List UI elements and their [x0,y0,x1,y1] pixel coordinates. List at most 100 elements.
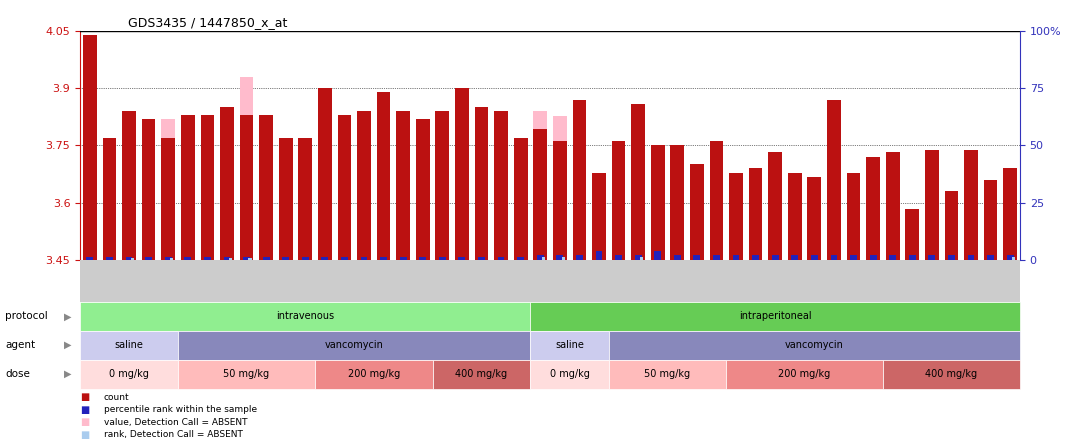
Bar [650,146,664,260]
Bar [420,258,426,260]
Text: ■: ■ [80,417,90,427]
Bar [948,255,955,260]
Bar [1003,175,1017,260]
Bar [220,107,234,260]
Bar [634,255,642,260]
Bar [130,258,135,260]
Bar [807,178,821,260]
Text: vancomycin: vancomycin [325,340,383,350]
Text: rank, Detection Call = ABSENT: rank, Detection Call = ABSENT [104,430,242,439]
Text: GDS3435 / 1447850_x_at: GDS3435 / 1447850_x_at [128,16,287,28]
Bar [729,173,743,260]
Text: 0 mg/kg: 0 mg/kg [550,369,590,379]
Bar [928,255,936,260]
Text: percentile rank within the sample: percentile rank within the sample [104,405,256,414]
Bar [170,258,173,260]
Text: 50 mg/kg: 50 mg/kg [644,369,691,379]
Bar [399,258,407,260]
Text: ■: ■ [80,430,90,440]
Bar [906,210,920,260]
Bar [964,150,978,260]
Bar [318,88,332,260]
Bar [87,258,93,260]
Bar [458,258,466,260]
Bar [145,258,152,260]
Bar [713,255,720,260]
Bar [596,250,602,260]
Bar [357,111,371,260]
Bar [396,111,410,260]
Bar [201,115,215,260]
Bar [909,255,915,260]
Bar [122,119,136,260]
Bar [772,255,779,260]
Bar [106,258,113,260]
Bar [709,141,723,260]
Bar [263,258,269,260]
Bar [562,257,565,260]
Bar [185,258,191,260]
Bar [768,152,782,260]
Bar [239,115,253,260]
Text: saline: saline [114,340,143,350]
Bar [239,77,253,260]
Bar [103,138,116,260]
Text: 400 mg/kg: 400 mg/kg [925,369,977,379]
Text: count: count [104,393,129,402]
Text: protocol: protocol [5,311,48,321]
Bar [321,258,328,260]
Bar [517,258,524,260]
Bar [302,258,309,260]
Bar [229,258,232,260]
Bar [553,116,567,260]
Bar [474,107,488,260]
Bar [553,141,567,260]
Text: agent: agent [5,340,35,350]
Bar [248,258,252,260]
Bar [142,119,156,260]
Bar [455,88,469,260]
Bar [890,255,896,260]
Bar [83,35,97,260]
Bar [572,99,586,260]
Bar [279,138,293,260]
Bar [631,141,645,260]
Bar [847,173,861,260]
Bar [640,257,643,260]
Text: ▶: ▶ [63,369,72,379]
Bar [494,111,508,260]
Bar [631,104,645,260]
Bar [223,258,231,260]
Bar [592,173,606,260]
Bar [850,255,857,260]
Bar [161,138,175,260]
Bar [556,255,563,260]
Bar [671,146,685,260]
Text: 200 mg/kg: 200 mg/kg [348,369,399,379]
Bar [791,255,798,260]
Bar [827,99,841,260]
Bar [341,258,348,260]
Bar [533,111,547,260]
Text: 200 mg/kg: 200 mg/kg [779,369,831,379]
Text: 50 mg/kg: 50 mg/kg [223,369,269,379]
Bar [436,111,450,260]
Text: ▶: ▶ [63,340,72,350]
Bar [869,255,877,260]
Bar [831,255,837,260]
Text: 400 mg/kg: 400 mg/kg [455,369,507,379]
Bar [514,138,528,260]
Bar [576,255,583,260]
Bar [612,141,626,260]
Bar [733,255,739,260]
Bar [984,180,998,260]
Bar [788,173,802,260]
Bar [925,150,939,260]
Bar [615,255,622,260]
Text: intravenous: intravenous [277,311,334,321]
Bar [164,258,172,260]
Bar [674,255,680,260]
Bar [1007,255,1014,260]
Bar [537,255,544,260]
Bar [415,119,429,260]
